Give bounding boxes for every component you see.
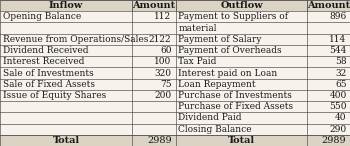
Text: 544: 544 xyxy=(329,46,346,55)
Bar xyxy=(176,34,307,45)
Text: 112: 112 xyxy=(154,12,172,21)
Bar xyxy=(132,124,176,135)
Bar xyxy=(132,0,176,11)
Text: 400: 400 xyxy=(329,91,346,100)
Bar xyxy=(0,0,350,11)
Bar xyxy=(176,90,307,101)
Bar xyxy=(0,56,132,67)
Text: 32: 32 xyxy=(335,68,346,78)
Bar xyxy=(176,124,307,135)
Bar xyxy=(307,112,350,124)
Bar xyxy=(307,22,350,34)
Bar xyxy=(132,56,176,67)
Bar xyxy=(307,135,350,146)
Bar xyxy=(132,112,176,124)
Text: Loan Repayment: Loan Repayment xyxy=(178,80,256,89)
Text: Sale of Fixed Assets: Sale of Fixed Assets xyxy=(3,80,95,89)
Bar xyxy=(0,135,132,146)
Bar xyxy=(0,67,132,79)
Bar xyxy=(0,112,132,124)
Text: 290: 290 xyxy=(329,125,346,134)
Bar xyxy=(176,67,307,79)
Bar xyxy=(0,90,132,101)
Bar xyxy=(0,79,132,90)
Bar xyxy=(307,45,350,56)
Text: 114: 114 xyxy=(329,35,346,44)
Text: 75: 75 xyxy=(160,80,172,89)
Bar xyxy=(132,90,176,101)
Text: Payment to Suppliers of: Payment to Suppliers of xyxy=(178,12,288,21)
Text: Amount: Amount xyxy=(132,1,176,10)
Bar xyxy=(0,11,132,22)
Text: 100: 100 xyxy=(154,57,172,66)
Text: Payment of Salary: Payment of Salary xyxy=(178,35,262,44)
Text: Inflow: Inflow xyxy=(49,1,83,10)
Bar xyxy=(0,34,132,45)
Text: Amount: Amount xyxy=(307,1,350,10)
Text: 200: 200 xyxy=(154,91,172,100)
Text: 550: 550 xyxy=(329,102,346,111)
Bar xyxy=(307,79,350,90)
Text: 40: 40 xyxy=(335,113,346,122)
Bar xyxy=(307,0,350,11)
Bar xyxy=(132,101,176,112)
Text: Revenue from Operations/Sales: Revenue from Operations/Sales xyxy=(3,35,148,44)
Text: 2122: 2122 xyxy=(149,35,172,44)
Text: Tax Paid: Tax Paid xyxy=(178,57,217,66)
Bar xyxy=(307,90,350,101)
Text: Payment of Overheads: Payment of Overheads xyxy=(178,46,282,55)
Text: Sale of Investments: Sale of Investments xyxy=(3,68,93,78)
Bar xyxy=(132,79,176,90)
Bar xyxy=(176,11,307,22)
Bar xyxy=(176,45,307,56)
Text: Interest Received: Interest Received xyxy=(3,57,84,66)
Text: Dividend Paid: Dividend Paid xyxy=(178,113,242,122)
Text: 896: 896 xyxy=(329,12,346,21)
Text: Dividend Received: Dividend Received xyxy=(3,46,88,55)
Bar xyxy=(0,101,132,112)
Text: Purchase of Investments: Purchase of Investments xyxy=(178,91,292,100)
Text: 2989: 2989 xyxy=(322,136,346,145)
Bar xyxy=(0,0,132,11)
Bar xyxy=(0,45,132,56)
Bar xyxy=(0,22,132,34)
Bar xyxy=(307,67,350,79)
Bar xyxy=(132,11,176,22)
Bar xyxy=(0,124,132,135)
Bar xyxy=(307,34,350,45)
Bar xyxy=(132,135,176,146)
Text: 65: 65 xyxy=(335,80,346,89)
Text: Total: Total xyxy=(52,136,80,145)
Bar xyxy=(176,0,307,11)
Bar xyxy=(176,112,307,124)
Bar xyxy=(176,56,307,67)
Bar xyxy=(132,67,176,79)
Bar xyxy=(307,11,350,22)
Bar xyxy=(176,22,307,34)
Text: Closing Balance: Closing Balance xyxy=(178,125,252,134)
Text: Issue of Equity Shares: Issue of Equity Shares xyxy=(3,91,106,100)
Bar xyxy=(132,34,176,45)
Text: Opening Balance: Opening Balance xyxy=(3,12,81,21)
Text: 60: 60 xyxy=(160,46,172,55)
Text: Outflow: Outflow xyxy=(220,1,263,10)
Bar xyxy=(176,79,307,90)
Bar xyxy=(176,135,307,146)
Text: 2989: 2989 xyxy=(147,136,172,145)
Bar xyxy=(307,101,350,112)
Text: material: material xyxy=(178,24,217,33)
Text: Total: Total xyxy=(228,136,255,145)
Bar xyxy=(132,22,176,34)
Bar xyxy=(307,124,350,135)
Bar xyxy=(176,101,307,112)
Bar xyxy=(0,135,350,146)
Text: 58: 58 xyxy=(335,57,346,66)
Bar xyxy=(132,45,176,56)
Text: Interest paid on Loan: Interest paid on Loan xyxy=(178,68,278,78)
Text: Purchase of Fixed Assets: Purchase of Fixed Assets xyxy=(178,102,294,111)
Bar xyxy=(307,56,350,67)
Text: 320: 320 xyxy=(154,68,172,78)
